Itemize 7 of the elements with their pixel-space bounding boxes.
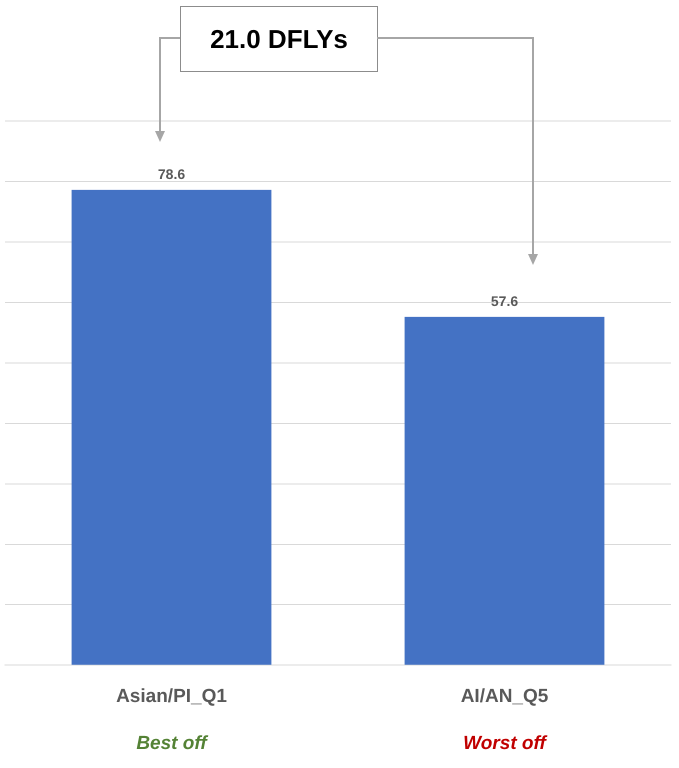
text: Worst off: [463, 733, 548, 754]
data-label: 57.6: [490, 292, 518, 309]
text: 21.0 DFLYs: [180, 6, 378, 72]
x-tick-label: AI/AN_Q5: [460, 686, 549, 707]
x-tick-label: Asian/PI_Q1: [116, 686, 228, 707]
data-label: 78.6: [158, 166, 186, 182]
text: Best off: [136, 733, 208, 754]
